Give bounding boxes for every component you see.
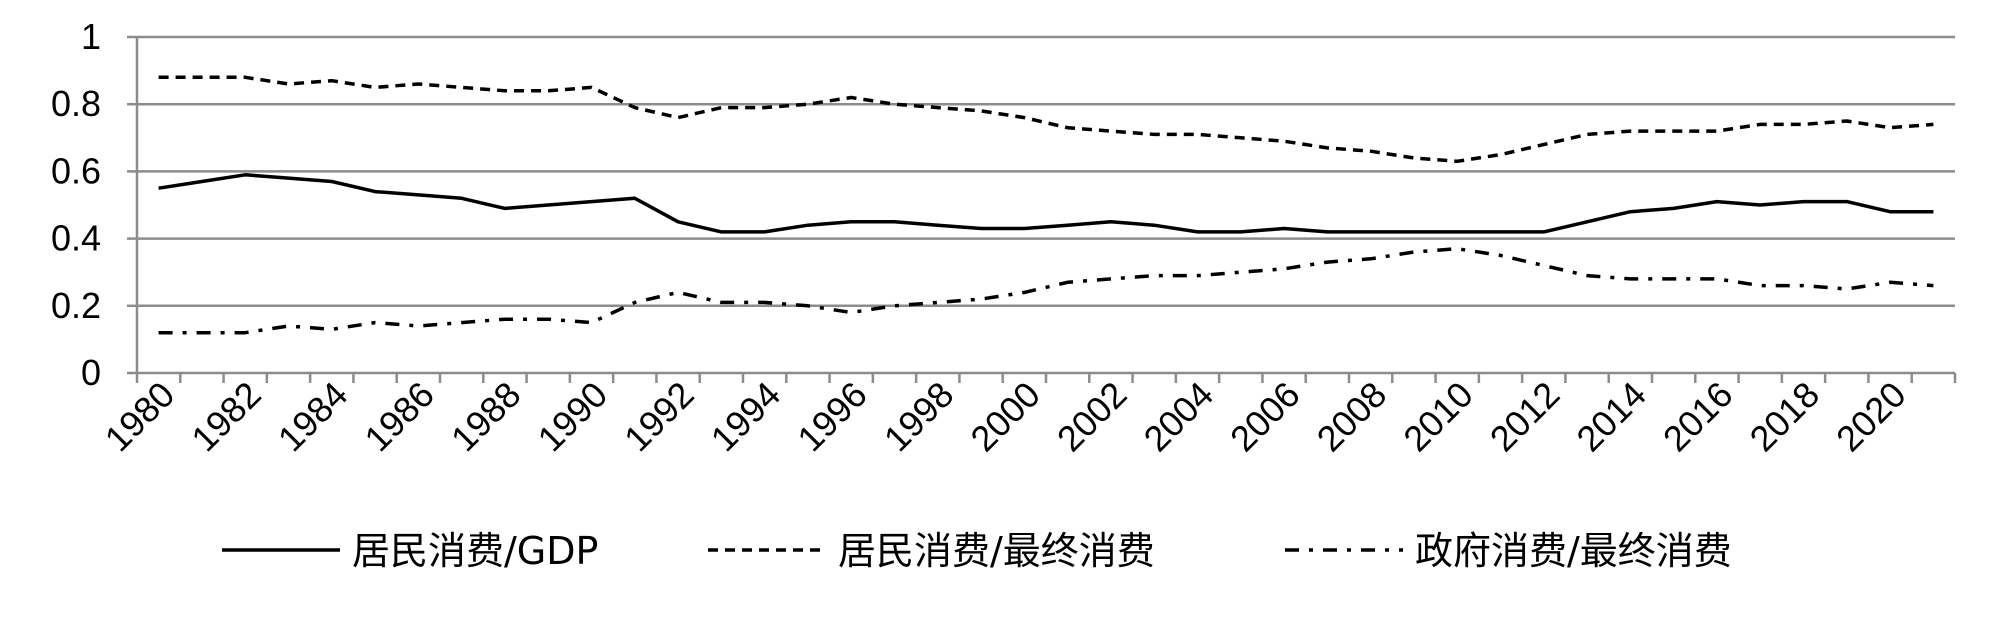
- x-tick-label: 2000: [962, 374, 1048, 460]
- series-lines: [158, 75, 1934, 335]
- y-tick-label: 0.2: [51, 285, 101, 326]
- series-line-1: [158, 173, 1934, 234]
- x-tick-label: 1990: [530, 374, 616, 460]
- x-tick-label: 2014: [1568, 374, 1654, 460]
- x-tick-label: 2012: [1482, 374, 1568, 460]
- x-tick-label: 1996: [789, 374, 875, 460]
- x-tick-label: 2004: [1136, 374, 1222, 460]
- x-tick-label: 2008: [1309, 374, 1395, 460]
- x-tick-label: 2010: [1395, 374, 1481, 460]
- legend-label-1: 居民消费/GDP: [352, 529, 598, 573]
- y-tick-label: 0.4: [51, 218, 101, 259]
- x-tick-label: 1998: [876, 374, 962, 460]
- series-line-2: [158, 75, 1934, 164]
- y-tick-label: 0.6: [51, 150, 101, 191]
- x-tick-label: 2002: [1049, 374, 1135, 460]
- legend-label-3: 政府消费/最终消费: [1415, 529, 1732, 573]
- gridlines: [137, 35, 1955, 308]
- y-axis-ticks: 0 0.2 0.4 0.6 0.8 1: [51, 16, 101, 393]
- x-axis-ticks: 1980 1982 1984 1986 1988 1990 1992 1994 1996 1998…: [97, 374, 1914, 460]
- legend-label-2: 居民消费/最终消费: [838, 529, 1155, 573]
- x-tick-label: 1982: [183, 374, 269, 460]
- x-tick-label: 2006: [1222, 374, 1308, 460]
- x-tick-label: 2016: [1655, 374, 1741, 460]
- axes: [127, 35, 1957, 383]
- x-tick-label: 2018: [1742, 374, 1828, 460]
- x-tick-label: 1988: [443, 374, 529, 460]
- x-tick-label: 1994: [703, 374, 789, 460]
- x-tick-label: 1980: [97, 374, 183, 460]
- x-tick-label: 1986: [356, 374, 442, 460]
- y-tick-label: 1: [81, 16, 101, 57]
- x-tick-label: 1992: [616, 374, 702, 460]
- y-tick-label: 0: [81, 352, 101, 393]
- legend: 居民消费/GDP 居民消费/最终消费 政府消费/最终消费: [222, 529, 1732, 573]
- series-line-3: [158, 246, 1934, 335]
- y-tick-label: 0.8: [51, 83, 101, 124]
- x-tick-label: 2020: [1828, 374, 1914, 460]
- x-tick-label: 1984: [270, 374, 356, 460]
